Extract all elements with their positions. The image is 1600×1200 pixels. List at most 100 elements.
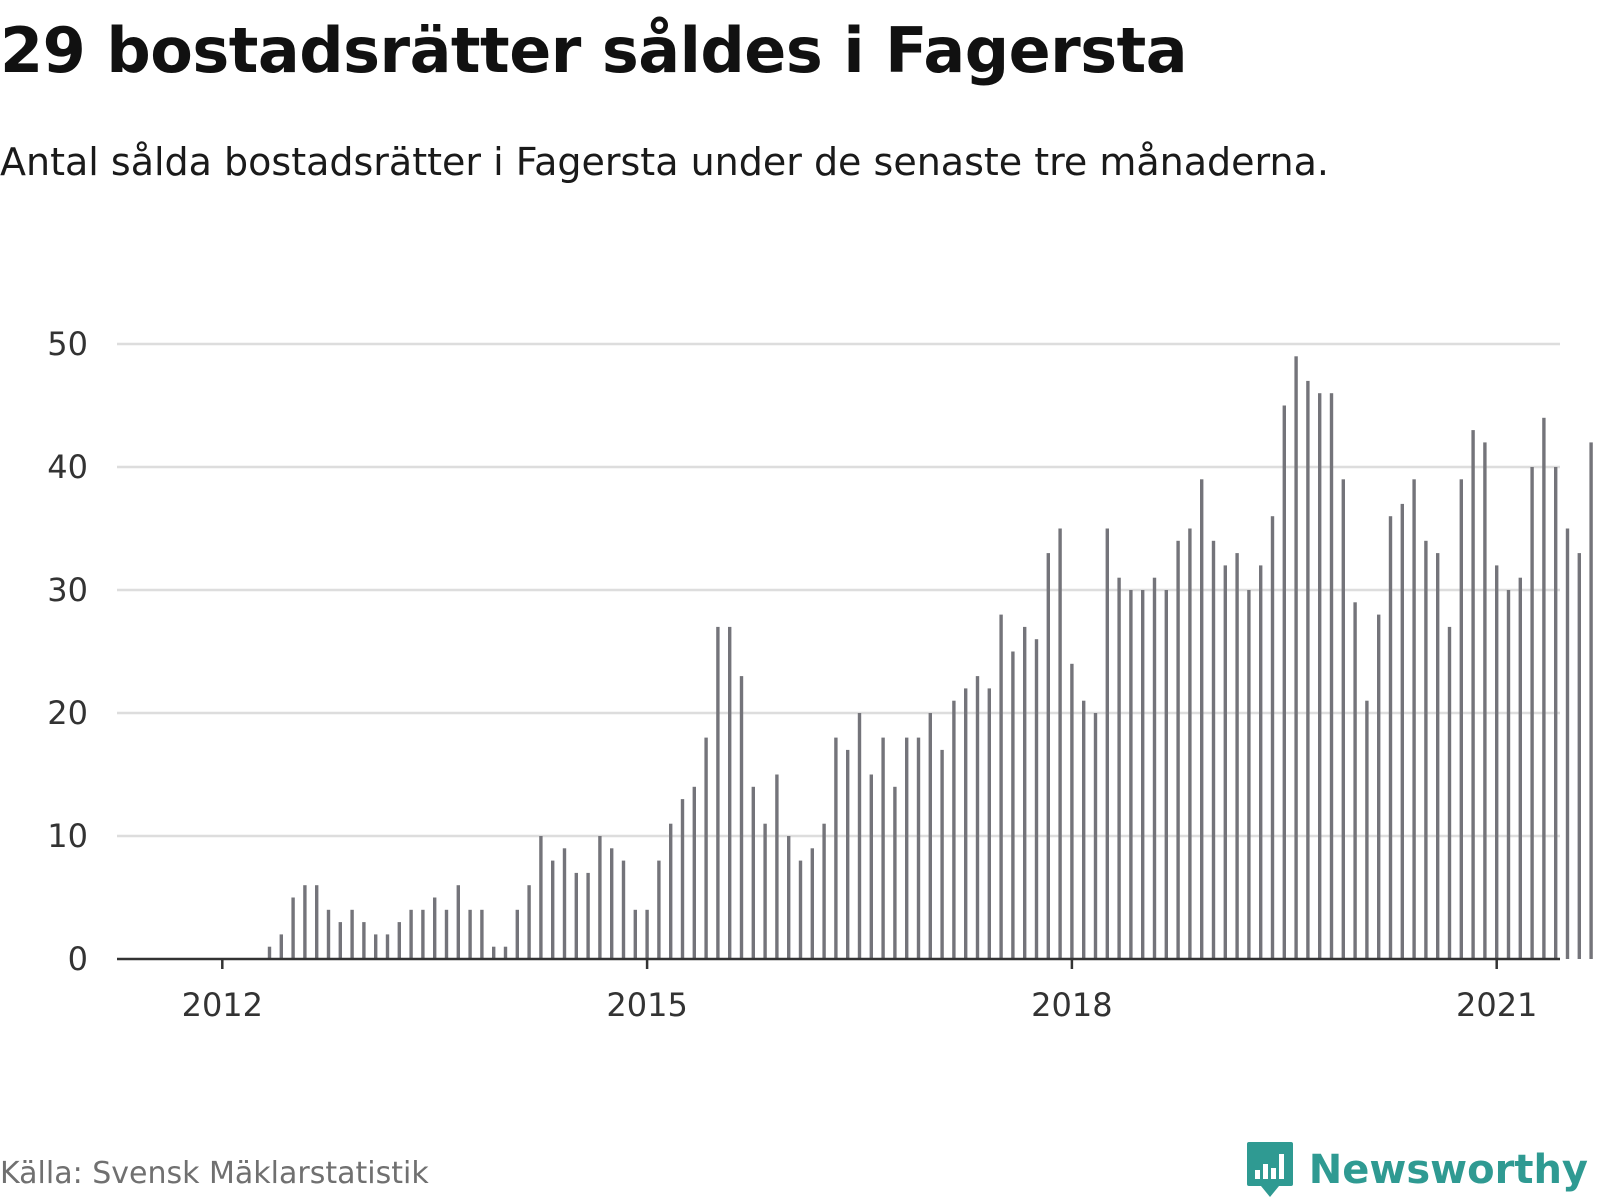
bar [621,860,626,959]
chart-title: 29 bostadsrätter såldes i Fagersta [0,14,1188,87]
bar [1306,380,1310,959]
x-tick-label: 2015 [606,986,687,1024]
bar [1530,467,1534,959]
y-tick-label: 10 [47,817,88,855]
brand[interactable]: Newsworthy [1245,1140,1588,1200]
bar [940,749,944,959]
bar [1377,614,1381,959]
bar [374,934,378,959]
bar [338,922,342,959]
brand-name: Newsworthy [1308,1147,1588,1193]
bar [952,700,956,959]
bar [645,909,649,959]
bar [1506,590,1511,959]
x-tick-label: 2021 [1456,986,1537,1024]
x-axis-ticks: 20122015201820212023 [182,959,1537,1024]
bar [1329,393,1334,959]
bar [527,885,531,959]
bar [728,626,732,959]
bar [586,872,590,959]
bar [1034,639,1039,959]
bar [539,836,543,959]
newsworthy-logo-icon [1246,1142,1293,1197]
bar [350,909,354,959]
bar [1082,700,1086,959]
bar [916,737,921,959]
bar [1412,479,1416,959]
bar [397,922,401,959]
bar [1259,565,1263,959]
bar [846,749,850,959]
bar [1046,553,1050,959]
bar [574,872,578,959]
bar [798,860,803,959]
y-tick-label: 50 [47,325,88,363]
bar [267,946,272,959]
bar [1495,565,1499,959]
bar [633,909,637,959]
bar [362,922,366,959]
bar [893,786,897,959]
bar [1235,553,1239,959]
bar [680,799,685,959]
bar [1554,467,1558,959]
bar [964,688,968,959]
y-tick-label: 20 [47,694,88,732]
bar [1270,516,1275,959]
source-note: Källa: Svensk Mäklarstatistik [0,1156,429,1191]
bar [704,737,708,959]
bar [279,934,283,959]
bar [1518,577,1522,959]
bar [1542,417,1546,959]
bar [1070,663,1074,959]
bar [444,909,449,959]
bar [1388,516,1393,959]
y-tick-label: 0 [68,940,88,978]
bar [1318,393,1322,959]
bar [1200,479,1204,959]
bar [975,676,980,959]
bar [1400,503,1404,959]
bar [562,848,567,959]
y-tick-label: 30 [47,571,88,609]
bar [716,626,720,959]
bar [1447,626,1452,959]
bar [480,909,484,959]
bar [1483,442,1487,959]
bar [1152,577,1157,959]
bars [267,356,1593,960]
bar [692,786,696,959]
bar [987,688,991,959]
bar [881,737,885,959]
bar [1058,528,1062,959]
bar [433,897,437,959]
bar [421,909,425,959]
bar [1023,626,1027,959]
bar [775,774,779,959]
bar [928,713,932,959]
bar [1589,442,1593,959]
bar [1294,356,1298,959]
bar [1282,405,1286,959]
bar [291,897,295,959]
chart-subtitle: Antal sålda bostadsrätter i Fagersta und… [0,140,1329,184]
bar [1247,590,1251,959]
bar [787,836,791,959]
bar [739,676,744,959]
bar [1471,430,1475,960]
bar [1129,590,1133,959]
bar [1093,713,1098,959]
bar [1105,528,1109,959]
bar [1436,553,1440,959]
bar [1565,528,1570,959]
bar [326,909,331,959]
bar [1341,479,1345,959]
bar [810,848,814,959]
bar [515,909,519,959]
bar [905,737,909,959]
bar [492,946,496,959]
bar [1353,602,1357,959]
bar [598,836,602,959]
bar [468,909,472,959]
